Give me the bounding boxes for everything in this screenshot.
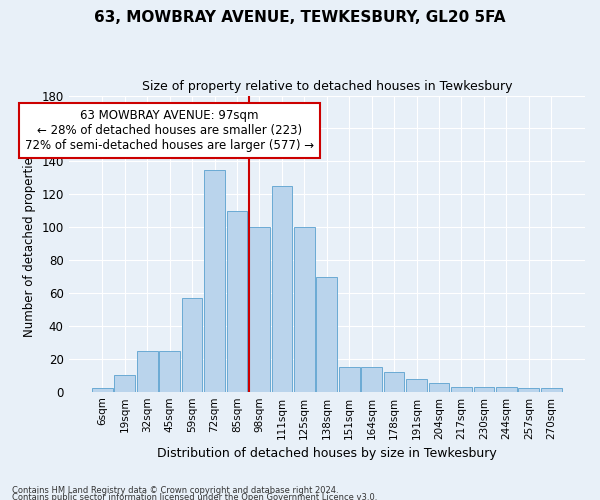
- Bar: [451, 386, 472, 392]
- Bar: [160, 350, 180, 392]
- Bar: [227, 210, 247, 392]
- Bar: [473, 386, 494, 392]
- Bar: [115, 375, 135, 392]
- Bar: [339, 367, 359, 392]
- Text: 63, MOWBRAY AVENUE, TEWKESBURY, GL20 5FA: 63, MOWBRAY AVENUE, TEWKESBURY, GL20 5FA: [94, 10, 506, 25]
- Bar: [92, 388, 113, 392]
- Text: Contains public sector information licensed under the Open Government Licence v3: Contains public sector information licen…: [12, 494, 377, 500]
- Bar: [137, 350, 158, 392]
- Bar: [384, 372, 404, 392]
- Bar: [182, 298, 202, 392]
- Title: Size of property relative to detached houses in Tewkesbury: Size of property relative to detached ho…: [142, 80, 512, 93]
- Bar: [294, 227, 314, 392]
- Bar: [316, 276, 337, 392]
- Bar: [496, 386, 517, 392]
- X-axis label: Distribution of detached houses by size in Tewkesbury: Distribution of detached houses by size …: [157, 447, 497, 460]
- Bar: [541, 388, 562, 392]
- Text: Contains HM Land Registry data © Crown copyright and database right 2024.: Contains HM Land Registry data © Crown c…: [12, 486, 338, 495]
- Bar: [361, 367, 382, 392]
- Bar: [518, 388, 539, 392]
- Bar: [272, 186, 292, 392]
- Y-axis label: Number of detached properties: Number of detached properties: [23, 150, 36, 336]
- Bar: [428, 384, 449, 392]
- Text: 63 MOWBRAY AVENUE: 97sqm
← 28% of detached houses are smaller (223)
72% of semi-: 63 MOWBRAY AVENUE: 97sqm ← 28% of detach…: [25, 108, 314, 152]
- Bar: [249, 227, 270, 392]
- Bar: [204, 170, 225, 392]
- Bar: [406, 378, 427, 392]
